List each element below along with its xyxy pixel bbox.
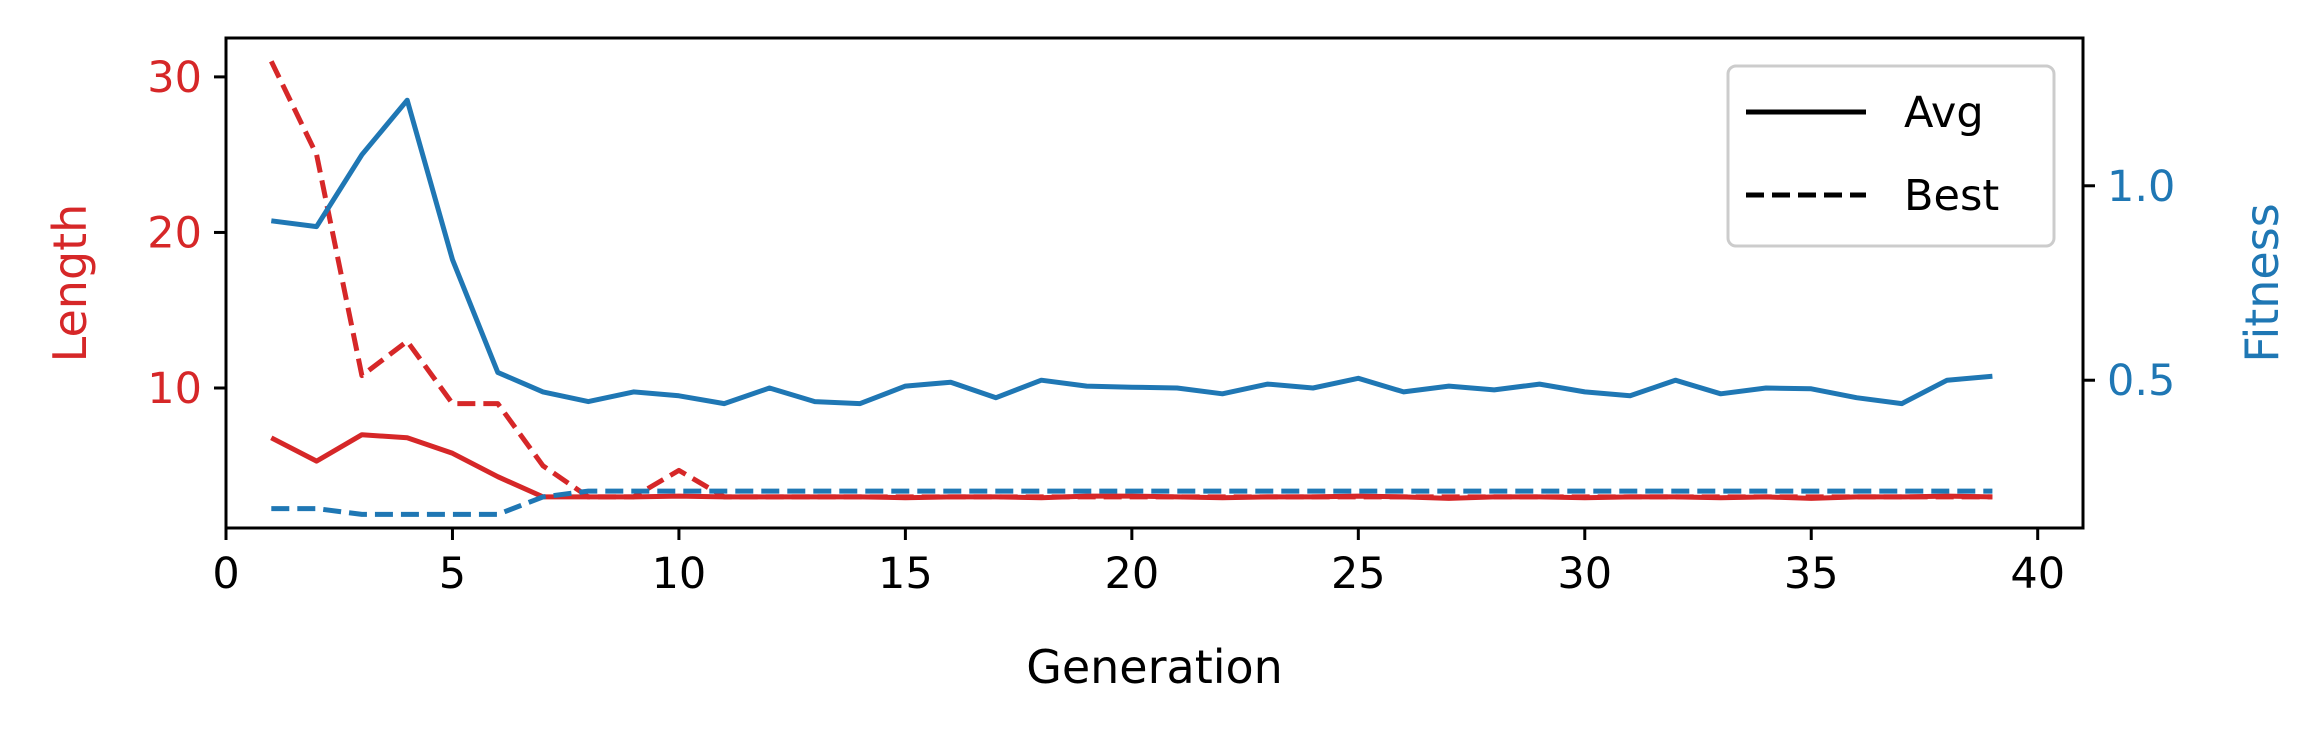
left-y-axis-title: Length: [43, 204, 97, 363]
x-tick-label: 35: [1784, 549, 1839, 599]
series-line-length-best: [269, 60, 1993, 500]
left-y-axis: 10 20 30: [147, 53, 226, 414]
x-tick-label: 10: [652, 549, 707, 599]
x-tick-label: 20: [1104, 549, 1159, 599]
x-axis-title: Generation: [1026, 640, 1283, 694]
plot-frame: [224, 36, 2085, 530]
right-y-axis-title: Fitness: [2235, 203, 2289, 362]
legend-box: [1726, 64, 2056, 248]
x-tick-label: 30: [1557, 549, 1612, 599]
series-line-fitness-avg: [270, 97, 1993, 407]
series-line-fitness-best: [271, 488, 1993, 517]
x-tick-label: 25: [1331, 549, 1386, 599]
right-y-tick-label: 0.5: [2107, 356, 2175, 406]
legend-label-avg: Avg: [1904, 88, 1984, 138]
x-tick-label: 15: [878, 549, 933, 599]
left-y-tick-label: 10: [147, 364, 202, 414]
x-tick-label: 0: [212, 549, 239, 599]
legend-label-best: Best: [1904, 171, 1999, 221]
series-layer: [269, 60, 1993, 517]
left-y-tick-label: 20: [147, 208, 202, 258]
right-y-axis: 0.5 1.0: [2083, 162, 2175, 406]
x-tick-label: 5: [439, 549, 466, 599]
x-axis: 0 5 10 15 20 25 30 35 40: [212, 528, 2065, 599]
right-y-tick-label: 1.0: [2107, 162, 2175, 212]
x-tick-label: 40: [2010, 549, 2065, 599]
left-y-tick-label: 30: [147, 53, 202, 103]
legend: Avg Best: [1726, 64, 2056, 248]
